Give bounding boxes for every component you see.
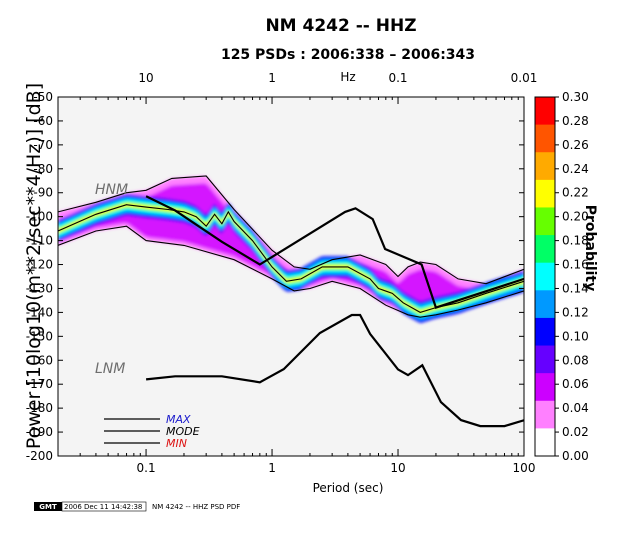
y-tick-label: -130	[26, 281, 53, 295]
legend-max-label: MAX	[166, 413, 191, 426]
colorbar-swatch	[535, 345, 555, 374]
colorbar-tick-label: 0.08	[562, 353, 589, 367]
y-tick-label: -150	[26, 329, 53, 343]
colorbar-swatch	[535, 179, 555, 209]
colorbar-tick-label: 0.02	[562, 425, 589, 439]
pdf-heatmap	[58, 175, 524, 428]
colorbar-swatch	[535, 290, 555, 319]
colorbar-tick-label: 0.16	[562, 258, 589, 272]
top-tick-label: 0.01	[511, 71, 538, 85]
y-tick-label: -50	[33, 90, 53, 104]
y-tick-label: -70	[33, 138, 53, 152]
colorbar-swatch	[535, 317, 555, 347]
colorbar-swatch	[535, 97, 555, 126]
colorbar-tick-label: 0.18	[562, 234, 589, 248]
lnm-curve	[145, 313, 524, 428]
y-tick-label: -120	[26, 258, 53, 272]
plot-frame	[57, 96, 525, 457]
colorbar-tick-label: 0.00	[562, 449, 589, 463]
colorbar-swatch	[535, 124, 555, 153]
y-tick-label: -170	[26, 377, 53, 391]
colorbar-tick-label: 0.28	[562, 114, 589, 128]
legend-mode-label: MODE	[166, 425, 200, 438]
chart-title: NM 4242 -- HHZ	[265, 16, 416, 36]
y-tick-label: -80	[33, 162, 53, 176]
gmt-logo-text: GMT	[39, 503, 57, 511]
y-tick-label: -90	[33, 186, 53, 200]
colorbar-swatch	[535, 262, 555, 291]
y-tick-label: -200	[26, 449, 53, 463]
y-tick-label: -110	[26, 234, 53, 248]
colorbar-tick-label: 0.04	[562, 401, 589, 415]
gmt-logo	[34, 502, 62, 511]
max-curve	[58, 175, 524, 285]
colorbar-tick-label: 0.12	[562, 305, 589, 319]
colorbar-tick-label: 0.30	[562, 90, 589, 104]
y-tick-label: -190	[26, 425, 53, 439]
x-tick-label: 1	[268, 461, 276, 475]
colorbar-label: Probability	[582, 205, 598, 292]
colorbar: 0.30 0.28 0.26 0.24 0.22 0.20 0.18 0.16 0.14 0.12…	[534, 90, 589, 463]
colorbar-swatch	[535, 235, 555, 264]
colorbar-tick-label: 0.06	[562, 377, 589, 391]
x-tick-label: 100	[513, 461, 536, 475]
x-tick-label: 10	[390, 461, 405, 475]
y-tick-label: -180	[26, 401, 53, 415]
lnm-label: LNM	[95, 361, 125, 377]
top-axis-label: Hz	[340, 70, 355, 84]
footer-timestamp: 2006 Dec 11 14:42:38	[64, 503, 142, 511]
colorbar-tick-label: 0.14	[562, 281, 589, 295]
mode-curve	[58, 204, 524, 313]
y-tick-label: -60	[33, 114, 53, 128]
timestamp-box	[61, 501, 147, 512]
colorbar-swatch	[535, 400, 555, 429]
legend-min-label: MIN	[166, 437, 187, 450]
footer: GMT 2006 Dec 11 14:42:38 NM 4242 -- HHZ …	[34, 501, 240, 512]
hnm-curve	[145, 195, 524, 309]
colorbar-tick-label: 0.20	[562, 210, 589, 224]
y-tick-label: -160	[26, 353, 53, 367]
x-tick-label: 0.1	[137, 461, 156, 475]
colorbar-tick-label: 0.22	[562, 186, 589, 200]
colorbar-swatch	[535, 207, 555, 236]
colorbar-tick-label: 0.24	[562, 162, 589, 176]
y-tick-label: -140	[26, 305, 53, 319]
x-axis-label: Period (sec)	[313, 481, 384, 495]
colorbar-swatch	[535, 152, 555, 181]
colorbar-swatch	[535, 428, 555, 457]
colorbar-swatch	[535, 373, 555, 402]
colorbar-tick-label: 0.26	[562, 138, 589, 152]
y-axis-label: Power [10log10(m**2/sec**4/Hz)] [dB]	[23, 83, 45, 449]
colorbar-tick-label: 0.10	[562, 329, 589, 343]
min-curve	[58, 225, 524, 318]
top-tick-label: 10	[138, 71, 153, 85]
hnm-label: HNM	[95, 182, 128, 198]
legend: MAX MODE MIN	[104, 413, 200, 450]
y-tick-label: -100	[26, 210, 53, 224]
chart-subtitle: 125 PSDs : 2006:338 – 2006:343	[221, 47, 475, 63]
footer-caption: NM 4242 -- HHZ PSD PDF	[152, 503, 240, 511]
colorbar-frame	[534, 96, 556, 457]
top-tick-label: 0.1	[388, 71, 407, 85]
top-tick-label: 1	[268, 71, 276, 85]
